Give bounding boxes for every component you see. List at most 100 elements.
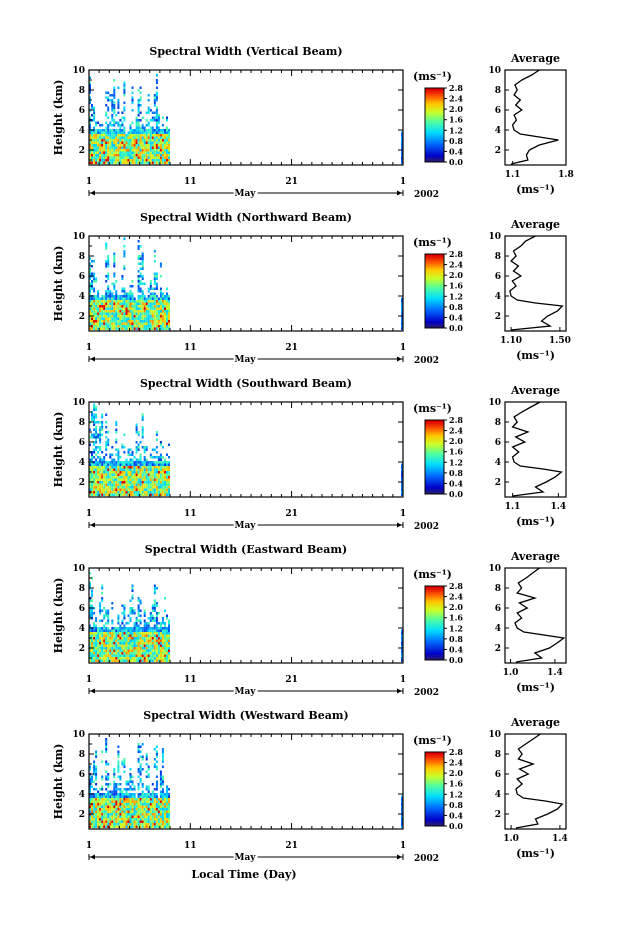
- heatmap-cell: [141, 795, 144, 798]
- heatmap-cell: [401, 473, 402, 476]
- heatmap-cell: [121, 810, 124, 813]
- heatmap-cell: [123, 101, 126, 104]
- heatmap-cell: [157, 627, 160, 630]
- heatmap-cell: [145, 823, 148, 826]
- heatmap-cell: [157, 493, 160, 496]
- heatmap-cell: [107, 466, 110, 469]
- y-tick-label: 8: [79, 86, 85, 96]
- heatmap-cell: [147, 99, 150, 102]
- colorbar-segment: [425, 303, 444, 307]
- heatmap-cell: [137, 805, 140, 808]
- heatmap-cell: [111, 292, 114, 295]
- heatmap-cell: [155, 161, 158, 164]
- colorbar-tick-label: 2.8: [449, 83, 463, 93]
- heatmap-cell: [168, 795, 170, 798]
- heatmap-cell: [151, 818, 154, 821]
- heatmap-cell: [137, 810, 140, 813]
- heatmap-cell: [153, 129, 156, 132]
- heatmap-cell: [113, 659, 116, 662]
- heatmap-cell: [91, 778, 93, 781]
- heatmap-cell: [111, 312, 114, 315]
- heatmap-cell: [137, 124, 140, 127]
- colorbar-segment: [425, 444, 444, 447]
- heatmap-cell: [137, 654, 140, 657]
- heatmap-cell: [127, 808, 130, 811]
- heatmap-cell: [107, 491, 110, 494]
- heatmap-cell: [161, 820, 164, 823]
- heatmap-cell: [164, 131, 166, 134]
- heatmap-cell: [127, 317, 130, 320]
- heatmap-cell: [101, 805, 104, 808]
- heatmap-cell: [401, 131, 402, 134]
- heatmap-cell: [123, 327, 126, 330]
- heatmap-cell: [143, 793, 146, 796]
- heatmap-cell: [141, 654, 144, 657]
- heatmap-cell: [99, 159, 102, 162]
- heatmap-cell: [117, 649, 120, 652]
- heatmap-cell: [139, 144, 142, 147]
- heatmap-cell: [147, 483, 150, 486]
- heatmap-cell: [115, 637, 118, 640]
- heatmap-cell: [131, 320, 134, 323]
- month-arrow-right: [397, 190, 402, 196]
- heatmap-cell: [99, 825, 102, 828]
- heatmap-cell: [168, 647, 170, 650]
- x-tick-label: 1: [86, 177, 92, 187]
- heatmap-cell: [139, 317, 142, 320]
- heatmap-cell: [143, 637, 146, 640]
- heatmap-cell: [125, 144, 128, 147]
- heatmap-cell: [401, 800, 402, 803]
- heatmap-cell: [131, 642, 134, 645]
- heatmap-cell: [109, 161, 112, 164]
- heatmap-cell: [93, 320, 96, 323]
- heatmap-cell: [95, 277, 98, 280]
- heatmap-cell: [123, 461, 126, 464]
- heatmap-cell: [89, 466, 91, 469]
- heatmap-cell: [164, 657, 166, 660]
- heatmap-cell: [101, 800, 104, 803]
- heatmap-cell: [137, 159, 140, 162]
- heatmap-cell: [159, 300, 162, 303]
- heatmap-cell: [109, 315, 112, 318]
- heatmap-cell: [101, 760, 104, 763]
- heatmap-cell: [101, 793, 104, 796]
- heatmap-cell: [151, 297, 154, 300]
- heatmap-cell: [147, 488, 150, 491]
- heatmap-cell: [111, 317, 114, 320]
- heatmap-cell: [164, 461, 166, 464]
- heatmap-cell: [147, 307, 150, 310]
- heatmap-cell: [137, 473, 140, 476]
- heatmap-cell: [117, 614, 120, 617]
- heatmap-cell: [168, 305, 170, 308]
- heatmap-cell: [145, 149, 148, 152]
- heatmap-cell: [133, 815, 136, 818]
- heatmap-cell: [141, 327, 144, 330]
- heatmap-cell: [141, 755, 144, 758]
- heatmap-cell: [97, 790, 100, 793]
- heatmap-cell: [147, 463, 150, 466]
- heatmap-cell: [119, 151, 122, 154]
- profile-line: [514, 567, 566, 663]
- heatmap-cell: [123, 813, 126, 816]
- heatmap-cell: [137, 104, 140, 107]
- heatmap-cell: [141, 644, 144, 647]
- heatmap-cell: [147, 322, 150, 325]
- heatmap-cell: [161, 159, 164, 162]
- heatmap-cell: [145, 642, 148, 645]
- heatmap-cell: [91, 785, 93, 788]
- heatmap-cell: [141, 637, 144, 640]
- colorbar-segment: [425, 593, 444, 596]
- heatmap-cell: [139, 614, 142, 617]
- heatmap-cell: [145, 647, 148, 650]
- heatmap-cell: [121, 488, 124, 491]
- heatmap-cell: [139, 755, 142, 758]
- heatmap-cell: [103, 657, 106, 660]
- heatmap-cell: [91, 300, 93, 303]
- colorbar-segment: [425, 300, 444, 303]
- heatmap-cell: [131, 305, 134, 308]
- chart-title: Spectral Width (Northward Beam): [140, 211, 352, 224]
- heatmap-cell: [129, 307, 132, 310]
- heatmap-cell: [109, 463, 112, 466]
- heatmap-cell: [115, 825, 118, 828]
- plot-frame: [88, 733, 404, 830]
